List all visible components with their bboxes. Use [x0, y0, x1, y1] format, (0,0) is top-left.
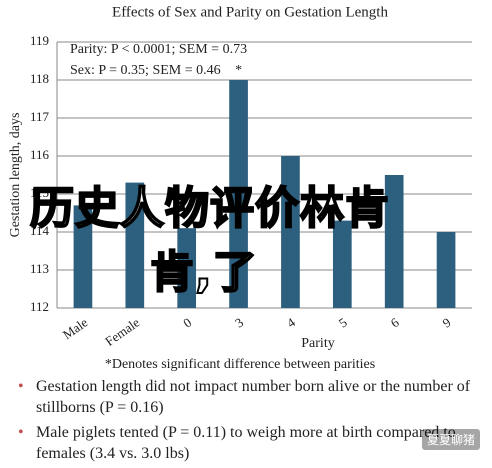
bar: [177, 228, 197, 308]
bar: [281, 156, 300, 308]
x-tick-label: 5: [336, 315, 350, 331]
bar: [384, 175, 404, 308]
y-axis-label: Gestation length, days: [8, 113, 23, 238]
bar: [229, 80, 248, 308]
notes: Gestation length did not impact number b…: [14, 376, 484, 468]
annotation: Sex: P = 0.35; SEM = 0.46: [70, 63, 221, 78]
watermark: 夏夏聊猪: [421, 429, 480, 450]
y-tick-label: 118: [30, 71, 49, 86]
x-tick-label: Female: [102, 314, 142, 348]
bar: [436, 232, 456, 308]
x-tick-label: 6: [388, 314, 402, 330]
bar: [73, 205, 93, 308]
x-tick-label: 4: [284, 314, 298, 330]
y-tick-label: 112: [30, 299, 49, 314]
footnote: *Denotes significant difference between …: [105, 357, 375, 372]
x-tick-label: 9: [440, 315, 454, 331]
chart-title: Effects of Sex and Parity on Gestation L…: [112, 4, 388, 20]
y-tick-label: 114: [30, 223, 50, 238]
annotation: Parity: P < 0.0001; SEM = 0.73: [70, 42, 247, 57]
bar: [125, 182, 145, 308]
x-tick-label: Male: [60, 314, 91, 342]
overlay-text: 历史人物评价林肯: [29, 182, 390, 235]
bar: [332, 220, 352, 308]
y-tick-label: 116: [30, 147, 50, 162]
x-tick-label: 3: [232, 315, 246, 331]
overlay-text: ,了: [194, 246, 258, 299]
y-tick-label: 115: [30, 185, 49, 200]
significance-mark: *: [235, 63, 242, 78]
note: Male piglets tented (P = 0.11) to weigh …: [14, 422, 484, 464]
y-tick-label: 119: [30, 33, 49, 48]
note: Gestation length did not impact number b…: [14, 376, 484, 418]
overlay-text: 肯,了: [149, 236, 258, 300]
x-axis-label: Parity: [301, 336, 334, 351]
overlay-text: 肯: [149, 246, 195, 299]
chart: Effects of Sex and Parity on Gestation L…: [8, 4, 472, 372]
x-tick-label: 0: [180, 315, 194, 331]
y-tick-label: 117: [30, 109, 50, 124]
y-tick-label: 113: [30, 261, 49, 276]
